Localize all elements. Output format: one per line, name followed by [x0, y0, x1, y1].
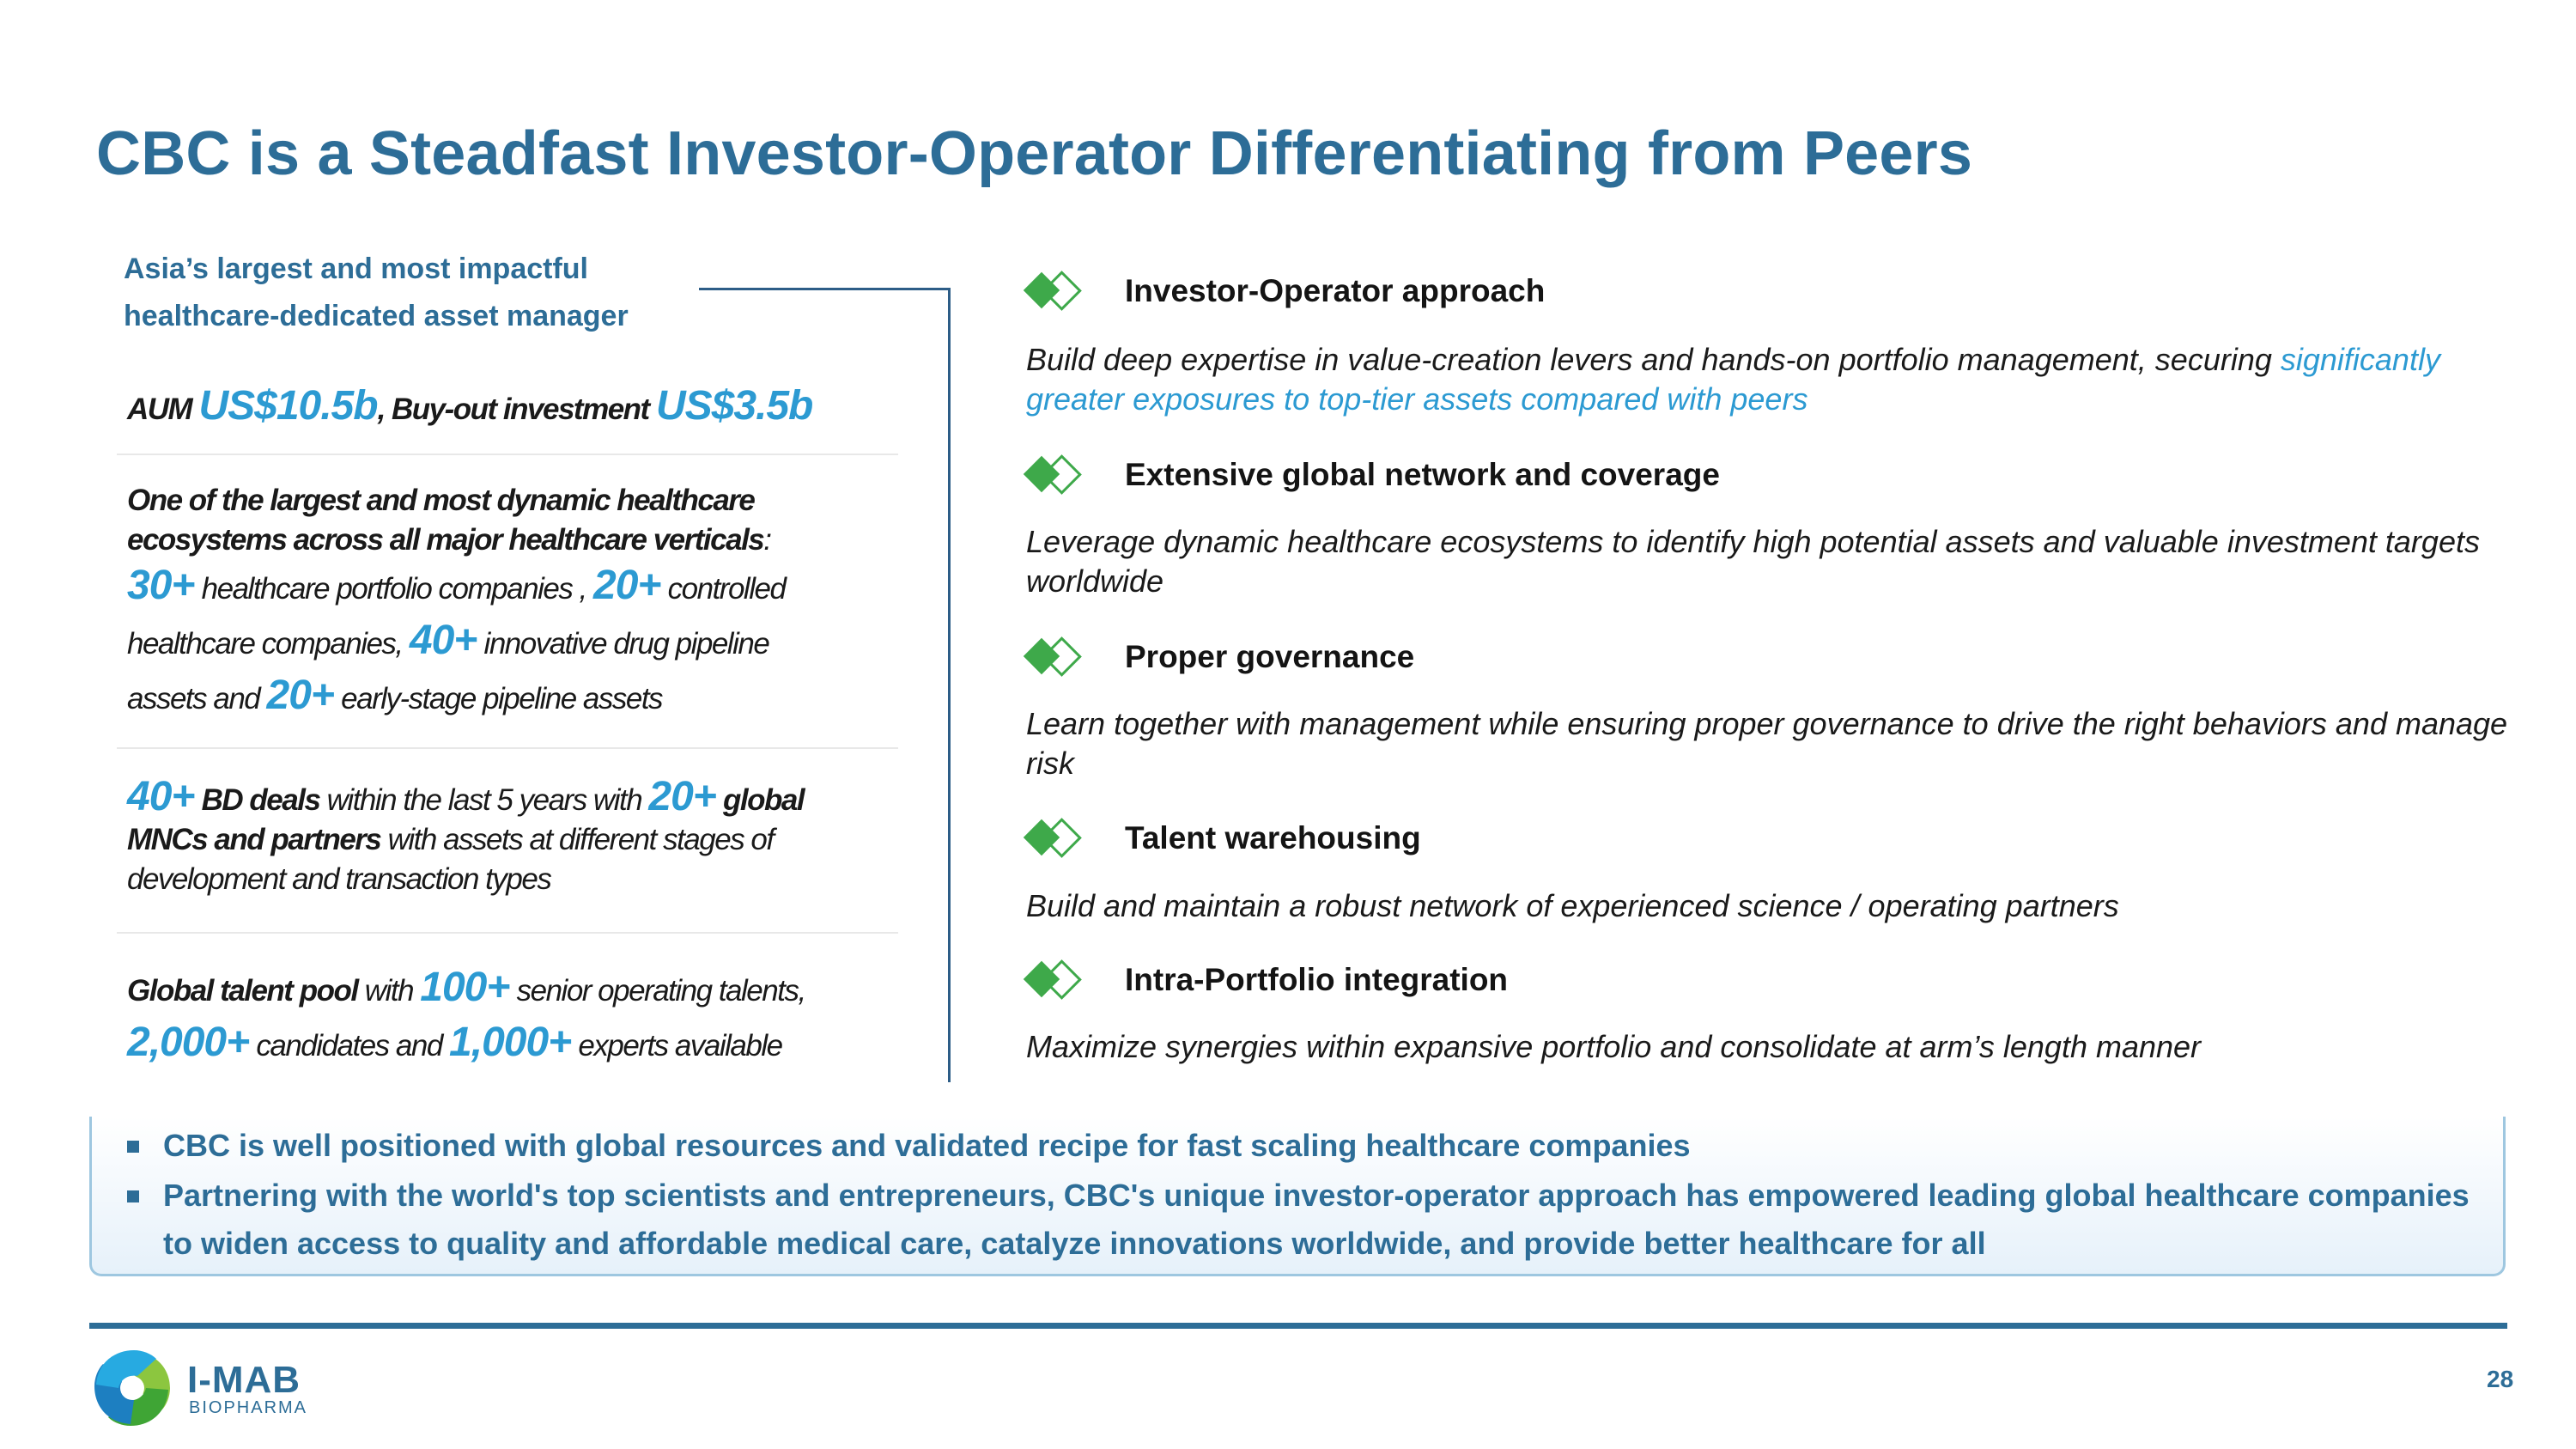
early-stage-text: early-stage pipeline assets: [333, 682, 663, 715]
ecosystem-colon: :: [763, 523, 772, 557]
talent-with-text: with: [357, 974, 421, 1008]
item-desc-intra-portfolio: Maximize synergies within expansive port…: [1026, 1029, 2202, 1064]
diamond-bullet-icon: [1023, 959, 1082, 1000]
candidates-text: candidates and: [249, 1029, 450, 1062]
logo-name: I-MAB: [187, 1359, 301, 1401]
controlled-text: controlled: [660, 572, 787, 606]
summary-bullet: Partnering with the world's top scientis…: [127, 1172, 2497, 1268]
left-heading-line1: Asia’s largest and most impactful: [124, 253, 588, 285]
talent-stat: Global talent pool with 100+ senior oper…: [127, 962, 900, 1072]
summary-bullet-text: CBC is well positioned with global resou…: [163, 1128, 1691, 1163]
senior-talent-count: 100+: [420, 965, 510, 1010]
bd-text: within the last 5 years with: [319, 783, 649, 817]
left-heading: Asia’s largest and most impactful health…: [124, 246, 725, 340]
square-bullet-icon: [127, 1141, 139, 1153]
item-desc-text: Build deep expertise in value-creation l…: [1026, 342, 2281, 377]
item-title-governance: Proper governance: [1125, 639, 1415, 674]
item-desc-governance: Learn together with management while ens…: [1026, 706, 2508, 781]
talent-pool-label: Global talent pool: [127, 974, 359, 1008]
left-heading-line2: healthcare-dedicated asset manager: [124, 300, 629, 332]
diamond-bullet-icon: [1023, 454, 1082, 495]
item-desc-global-network: Leverage dynamic healthcare ecosystems t…: [1026, 524, 2480, 599]
page-title: CBC is a Steadfast Investor-Operator Dif…: [96, 119, 1973, 188]
assets-and-text: assets and: [127, 682, 267, 715]
ecosystem-bold-line1: One of the largest and most dynamic heal…: [127, 484, 756, 517]
summary-bullet-text: Partnering with the world's top scientis…: [163, 1178, 2470, 1261]
portfolio-count: 30+: [127, 563, 195, 608]
bd-label: BD deals: [194, 783, 321, 817]
item-title-investor-operator: Investor-Operator approach: [1125, 273, 1546, 308]
item-title-intra-portfolio: Intra-Portfolio integration: [1125, 962, 1509, 997]
connector-horizontal-line: [699, 288, 950, 290]
healthcare-companies-text: healthcare companies,: [127, 627, 410, 661]
experts-text: experts available: [571, 1029, 783, 1062]
controlled-count: 20+: [593, 563, 661, 608]
global-label: global: [715, 783, 805, 817]
logo-subtitle: BIOPHARMA: [189, 1398, 308, 1417]
diamond-bullet-icon: [1023, 271, 1082, 311]
diamond-bullet-icon: [1023, 818, 1082, 858]
imab-logo-icon: [94, 1350, 170, 1426]
aum-label: AUM: [127, 393, 199, 426]
buyout-value: US$3.5b: [655, 383, 813, 429]
divider: [117, 747, 898, 749]
connector-vertical-line: [948, 288, 951, 1082]
pipeline-count: 40+: [409, 618, 477, 663]
bd-deals-stat: 40+ BD deals within the last 5 years wit…: [127, 774, 900, 899]
page-number: 28: [2487, 1366, 2514, 1392]
summary-box: [89, 1117, 2506, 1276]
item-title-global-network: Extensive global network and coverage: [1125, 457, 1720, 492]
summary-bullet: CBC is well positioned with global resou…: [127, 1122, 2497, 1170]
item-desc-highlight: significantly greater exposures to top-t…: [1026, 342, 2440, 417]
assets-stages-text: with assets at different stages of: [380, 823, 775, 856]
buyout-label: , Buy-out investment: [377, 393, 656, 426]
aum-stat: AUM US$10.5b, Buy-out investment US$3.5b: [127, 378, 900, 438]
diamond-bullet-icon: [1023, 636, 1082, 677]
item-desc-talent-warehousing: Build and maintain a robust network of e…: [1026, 888, 2119, 923]
divider: [117, 454, 898, 455]
aum-value: US$10.5b: [198, 383, 378, 429]
bd-count: 40+: [127, 774, 195, 819]
item-desc-investor-operator: Build deep expertise in value-creation l…: [1026, 340, 2537, 419]
senior-talent-text: senior operating talents,: [509, 974, 807, 1008]
mnc-label: MNCs and partners: [127, 823, 382, 856]
ecosystem-bold-line2: ecosystems across all major healthcare v…: [127, 523, 765, 557]
divider: [117, 932, 898, 934]
experts-count: 1,000+: [449, 1020, 572, 1065]
footer-rule: [89, 1323, 2507, 1329]
item-title-talent-warehousing: Talent warehousing: [1125, 820, 1421, 855]
portfolio-text: healthcare portfolio companies ,: [194, 572, 593, 606]
transaction-types-text: development and transaction types: [127, 862, 552, 896]
pipeline-text: innovative drug pipeline: [477, 627, 770, 661]
ecosystem-stat: One of the largest and most dynamic heal…: [127, 481, 900, 725]
early-stage-count: 20+: [266, 673, 335, 718]
mnc-count: 20+: [648, 774, 716, 819]
square-bullet-icon: [127, 1190, 139, 1202]
candidates-count: 2,000+: [127, 1020, 250, 1065]
